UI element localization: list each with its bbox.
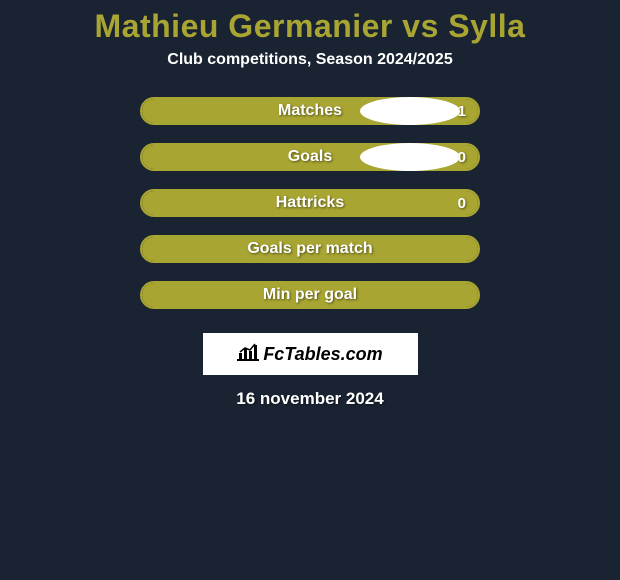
stat-label: Goals — [142, 148, 478, 166]
stat-value-right: 0 — [458, 195, 466, 212]
stat-row: Goals0 — [140, 143, 480, 171]
chart-icon — [237, 343, 259, 366]
date-text: 16 november 2024 — [236, 389, 383, 409]
stat-value-right: 1 — [458, 103, 466, 120]
page-subtitle: Club competitions, Season 2024/2025 — [167, 51, 452, 69]
page-title: Mathieu Germanier vs Sylla — [95, 8, 526, 45]
stat-row: Hattricks0 — [140, 189, 480, 217]
stat-bar: Hattricks0 — [140, 189, 480, 217]
stat-label: Matches — [142, 102, 478, 120]
stat-row: Min per goal — [140, 281, 480, 309]
stat-label: Hattricks — [142, 194, 478, 212]
stat-label: Goals per match — [142, 240, 478, 258]
branding-text: FcTables.com — [263, 344, 382, 365]
stat-label: Min per goal — [142, 286, 478, 304]
branding-inner: FcTables.com — [237, 343, 382, 366]
stat-row: Matches1 — [140, 97, 480, 125]
stat-bar: Min per goal — [140, 281, 480, 309]
branding-box: FcTables.com — [203, 333, 418, 375]
stat-row: Goals per match — [140, 235, 480, 263]
stats-container: Matches1Goals0Hattricks0Goals per matchM… — [140, 97, 480, 327]
stat-bar: Goals per match — [140, 235, 480, 263]
comparison-infographic: Mathieu Germanier vs Sylla Club competit… — [0, 0, 620, 580]
stat-value-right: 0 — [458, 149, 466, 166]
